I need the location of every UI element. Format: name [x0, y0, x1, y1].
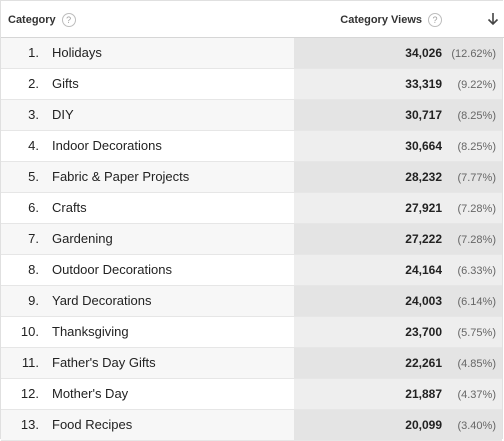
category-views-cell: 27,222 (7.28%): [294, 224, 502, 254]
category-name[interactable]: Holidays: [52, 45, 102, 60]
category-views-value: 33,319: [405, 77, 442, 91]
category-views-percent: (7.28%): [457, 203, 496, 215]
row-rank: 8.: [28, 262, 39, 277]
category-views-cell: 30,664 (8.25%): [294, 131, 502, 161]
help-icon[interactable]: ?: [428, 13, 442, 27]
category-views-cell: 24,164 (6.33%): [294, 255, 502, 285]
table-row[interactable]: 13. Food Recipes 20,099 (3.40%): [1, 410, 502, 441]
category-views-percent: (8.25%): [457, 141, 496, 153]
category-views-header-label: Category Views: [340, 14, 422, 26]
category-views-cell: 28,232 (7.77%): [294, 162, 502, 192]
category-views-cell: 27,921 (7.28%): [294, 193, 502, 223]
category-views-value: 30,664: [405, 139, 442, 153]
category-views-cell: 34,026 (12.62%): [294, 38, 502, 68]
category-views-value: 22,261: [405, 356, 442, 370]
row-rank: 2.: [28, 76, 39, 91]
category-name[interactable]: Yard Decorations: [52, 293, 152, 308]
category-name[interactable]: Gardening: [52, 231, 113, 246]
category-views-value: 24,003: [405, 294, 442, 308]
category-name[interactable]: Indoor Decorations: [52, 138, 162, 153]
category-views-cell: 24,003 (6.14%): [294, 286, 502, 316]
category-views-percent: (8.25%): [457, 110, 496, 122]
table-row[interactable]: 9. Yard Decorations 24,003 (6.14%): [1, 286, 502, 317]
category-views-percent: (6.33%): [457, 265, 496, 277]
category-views-value: 27,921: [405, 201, 442, 215]
table-row[interactable]: 4. Indoor Decorations 30,664 (8.25%): [1, 131, 502, 162]
category-name[interactable]: DIY: [52, 107, 74, 122]
row-rank: 13.: [20, 417, 39, 432]
category-views-value: 23,700: [405, 325, 442, 339]
row-rank: 11.: [21, 355, 39, 370]
category-views-percent: (4.85%): [457, 358, 496, 370]
table-row[interactable]: 1. Holidays 34,026 (12.62%): [1, 38, 502, 69]
category-views-percent: (9.22%): [457, 79, 496, 91]
category-views-cell: 21,887 (4.37%): [294, 379, 502, 409]
category-views-cell: 22,261 (4.85%): [294, 348, 502, 378]
row-rank: 9.: [28, 293, 39, 308]
category-views-value: 24,164: [405, 263, 442, 277]
category-views-percent: (6.14%): [457, 296, 496, 308]
help-icon[interactable]: ?: [61, 13, 76, 27]
table-header: Category ? Category Views ?: [1, 1, 504, 38]
category-name[interactable]: Fabric & Paper Projects: [52, 169, 190, 184]
row-rank: 12.: [20, 386, 39, 401]
category-views-value: 27,222: [405, 232, 442, 246]
row-rank: 4.: [28, 138, 39, 153]
table-row[interactable]: 10. Thanksgiving 23,700 (5.75%): [1, 317, 502, 348]
category-name[interactable]: Thanksgiving: [52, 324, 129, 339]
category-views-percent: (12.62%): [451, 48, 496, 60]
category-views-value: 20,099: [405, 418, 442, 432]
category-views-value: 21,887: [405, 387, 442, 401]
category-name[interactable]: Outdoor Decorations: [52, 262, 172, 277]
category-views-cell: 20,099 (3.40%): [294, 410, 502, 440]
table-row[interactable]: 6. Crafts 27,921 (7.28%): [1, 193, 502, 224]
row-rank: 3.: [28, 107, 39, 122]
category-views-value: 28,232: [405, 170, 442, 184]
table-row[interactable]: 2. Gifts 33,319 (9.22%): [1, 69, 502, 100]
table-row[interactable]: 12. Mother's Day 21,887 (4.37%): [1, 379, 502, 410]
category-name[interactable]: Crafts: [52, 200, 87, 215]
arrow-down-icon[interactable]: [486, 11, 500, 27]
table-row[interactable]: 5. Fabric & Paper Projects 28,232 (7.77%): [1, 162, 502, 193]
category-views-value: 30,717: [405, 108, 442, 122]
category-views-percent: (4.37%): [457, 389, 496, 401]
category-views-cell: 30,717 (8.25%): [294, 100, 502, 130]
table-row[interactable]: 3. DIY 30,717 (8.25%): [1, 100, 502, 131]
category-views-percent: (3.40%): [457, 420, 496, 432]
category-header-label: Category: [8, 14, 56, 26]
row-rank: 5.: [28, 169, 39, 184]
category-name[interactable]: Father's Day Gifts: [52, 355, 156, 370]
table-row[interactable]: 7. Gardening 27,222 (7.28%): [1, 224, 502, 255]
category-views-cell: 23,700 (5.75%): [294, 317, 502, 347]
category-views-percent: (7.77%): [457, 172, 496, 184]
row-rank: 1.: [28, 45, 39, 60]
category-views-value: 34,026: [405, 46, 442, 60]
category-views-percent: (7.28%): [457, 234, 496, 246]
row-rank: 10.: [20, 324, 39, 339]
table-row[interactable]: 11. Father's Day Gifts 22,261 (4.85%): [1, 348, 502, 379]
category-name[interactable]: Gifts: [52, 76, 79, 91]
category-name[interactable]: Food Recipes: [52, 417, 133, 432]
row-rank: 7.: [28, 231, 39, 246]
category-views-percent: (5.75%): [457, 327, 496, 339]
category-column-header[interactable]: Category ?: [8, 13, 76, 27]
table-row[interactable]: 8. Outdoor Decorations 24,164 (6.33%): [1, 255, 502, 286]
row-rank: 6.: [28, 200, 39, 215]
category-name[interactable]: Mother's Day: [52, 386, 129, 401]
category-views-cell: 33,319 (9.22%): [294, 69, 502, 99]
category-views-column-header[interactable]: Category Views ?: [340, 13, 442, 27]
